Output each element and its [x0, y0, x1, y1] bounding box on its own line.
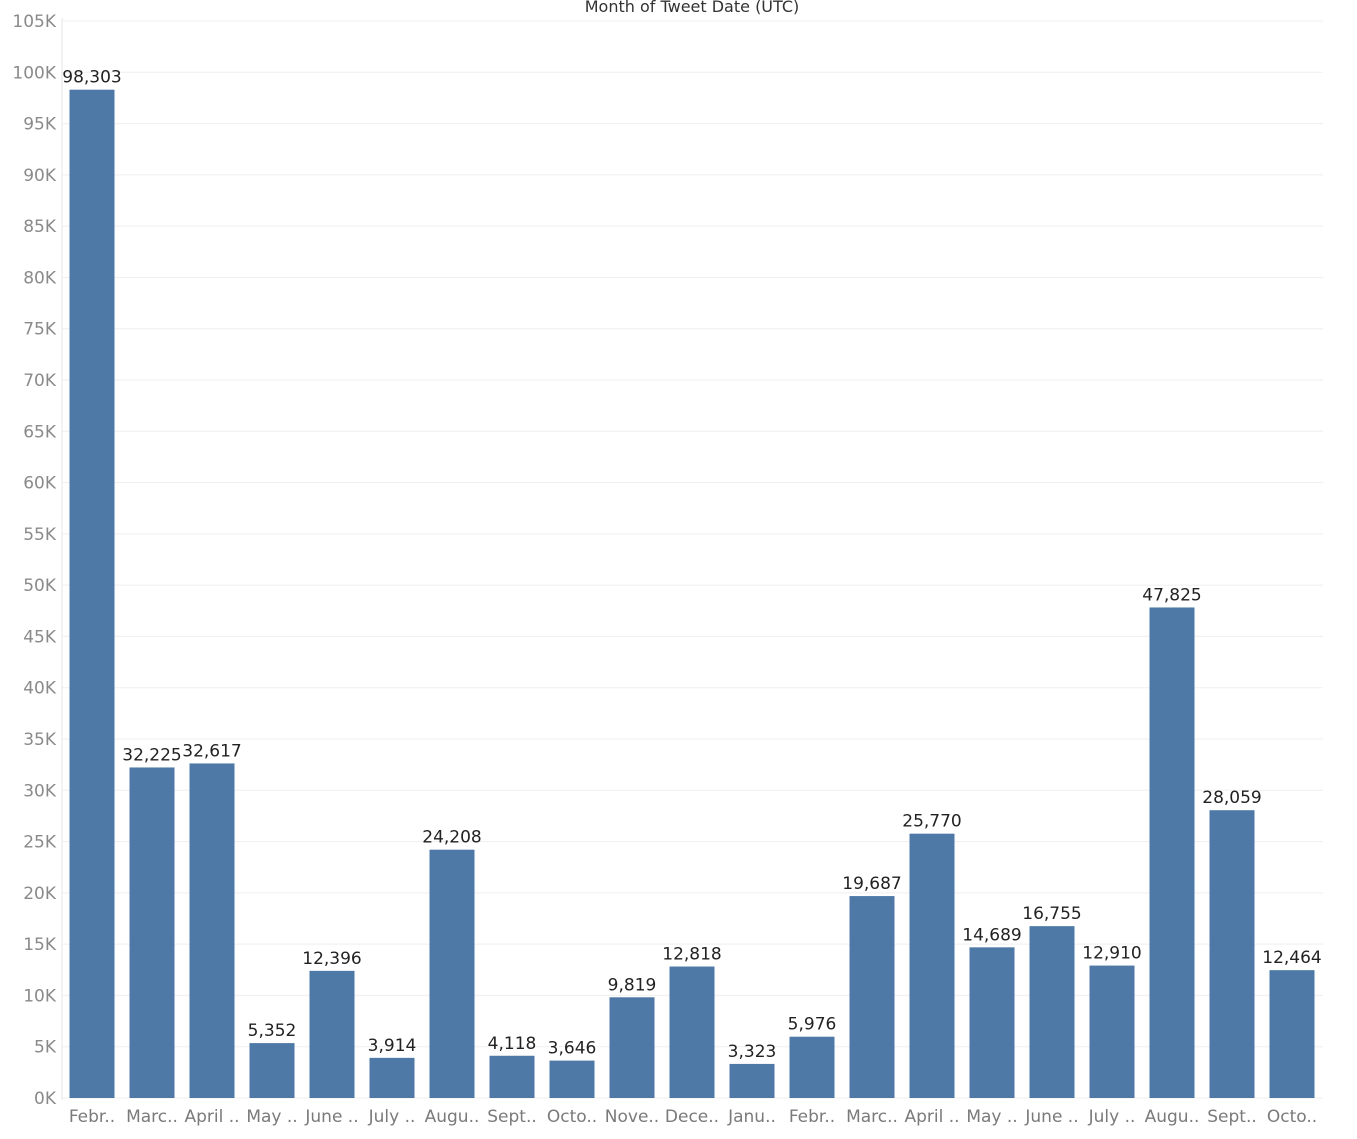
data-label: 16,755 [1022, 904, 1081, 924]
data-label: 4,118 [488, 1034, 537, 1054]
bar [1089, 965, 1135, 1098]
gridlines [62, 20, 1323, 1099]
bars [69, 89, 1315, 1099]
x-tick-label: Nove.. [605, 1107, 659, 1127]
y-tick-label: 15K [23, 935, 57, 955]
bar [1209, 810, 1255, 1098]
data-label: 12,464 [1262, 948, 1321, 968]
bar [849, 896, 895, 1098]
y-tick-label: 70K [23, 371, 57, 391]
y-tick-label: 85K [23, 217, 57, 237]
y-tick-label: 25K [23, 833, 57, 853]
y-tick-label: 50K [23, 576, 57, 596]
data-label: 3,646 [548, 1039, 597, 1059]
bar [429, 849, 475, 1098]
data-label: 32,225 [122, 745, 181, 765]
y-tick-label: 60K [23, 474, 57, 494]
x-tick-label: May .. [966, 1107, 1017, 1127]
x-tick-label: Augu.. [425, 1107, 480, 1127]
y-tick-label: 40K [23, 679, 57, 699]
x-tick-label: Marc.. [846, 1107, 898, 1127]
y-tick-label: 95K [23, 115, 57, 135]
bar [729, 1063, 775, 1098]
y-axis: 0K 5K 10K 15K 20K 25K 30K 35K 40K 45K 50K 55K 60K 65K… [12, 12, 56, 1109]
bar [129, 767, 175, 1098]
x-tick-label: July .. [368, 1107, 416, 1127]
data-label: 12,396 [302, 949, 361, 969]
bar [609, 997, 655, 1098]
x-tick-label: Janu.. [727, 1107, 776, 1127]
x-tick-label: April .. [904, 1107, 959, 1127]
x-tick-label: Dece.. [665, 1107, 719, 1127]
y-tick-label: 65K [23, 422, 57, 442]
x-tick-label: Octo.. [1267, 1107, 1317, 1127]
bar [489, 1055, 535, 1098]
x-tick-label: Febr.. [69, 1107, 115, 1127]
data-label: 5,352 [248, 1021, 297, 1041]
y-tick-label: 20K [23, 884, 57, 904]
bar [189, 763, 235, 1098]
x-tick-label: Octo.. [547, 1107, 597, 1127]
x-tick-label: Sept.. [1207, 1107, 1257, 1127]
data-label: 28,059 [1202, 788, 1261, 808]
y-tick-label: 80K [23, 268, 57, 288]
data-label: 98,303 [62, 68, 121, 88]
y-tick-label: 45K [23, 627, 57, 647]
y-tick-label: 100K [12, 63, 56, 83]
x-tick-label: Marc.. [126, 1107, 178, 1127]
x-axis: Febr.. Marc.. April .. May .. June .. July ..… [69, 1107, 1317, 1127]
x-tick-label: May .. [246, 1107, 297, 1127]
y-tick-label: 55K [23, 525, 57, 545]
chart-title: Month of Tweet Date (UTC) [585, 0, 800, 16]
data-label: 3,914 [368, 1036, 417, 1056]
x-tick-label: Augu.. [1145, 1107, 1200, 1127]
x-tick-label: Febr.. [789, 1107, 835, 1127]
bar [1149, 607, 1195, 1098]
data-labels: 98,303 32,225 32,617 5,352 12,396 3,914 24,208… [62, 68, 1321, 1062]
data-label: 19,687 [842, 874, 901, 894]
data-label: 24,208 [422, 828, 481, 848]
data-label: 9,819 [608, 975, 657, 995]
bar [309, 970, 355, 1098]
data-label: 12,818 [662, 945, 721, 965]
y-tick-label: 35K [23, 730, 57, 750]
x-tick-label: Sept.. [487, 1107, 537, 1127]
y-tick-label: 10K [23, 986, 57, 1006]
bar [909, 833, 955, 1098]
y-tick-label: 5K [34, 1038, 57, 1058]
bar [369, 1057, 415, 1098]
data-label: 14,689 [962, 925, 1021, 945]
bar [249, 1043, 295, 1098]
bar [69, 89, 115, 1099]
data-label: 32,617 [182, 741, 241, 761]
y-tick-label: 0K [34, 1089, 57, 1109]
data-label: 5,976 [788, 1015, 837, 1035]
data-label: 47,825 [1142, 585, 1201, 605]
y-tick-label: 105K [12, 12, 56, 32]
data-label: 3,323 [728, 1042, 777, 1062]
data-label: 12,910 [1082, 944, 1141, 964]
y-tick-label: 90K [23, 166, 57, 186]
bar [669, 966, 715, 1098]
x-tick-label: April .. [184, 1107, 239, 1127]
x-tick-label: June .. [304, 1107, 358, 1127]
bar [789, 1036, 835, 1098]
bar [1269, 970, 1315, 1098]
y-tick-label: 75K [23, 320, 57, 340]
bar [549, 1060, 595, 1098]
bar [969, 947, 1015, 1098]
y-tick-label: 30K [23, 781, 57, 801]
data-label: 25,770 [902, 812, 961, 832]
x-tick-label: June .. [1024, 1107, 1078, 1127]
x-tick-label: July .. [1088, 1107, 1136, 1127]
bar [1029, 926, 1075, 1098]
